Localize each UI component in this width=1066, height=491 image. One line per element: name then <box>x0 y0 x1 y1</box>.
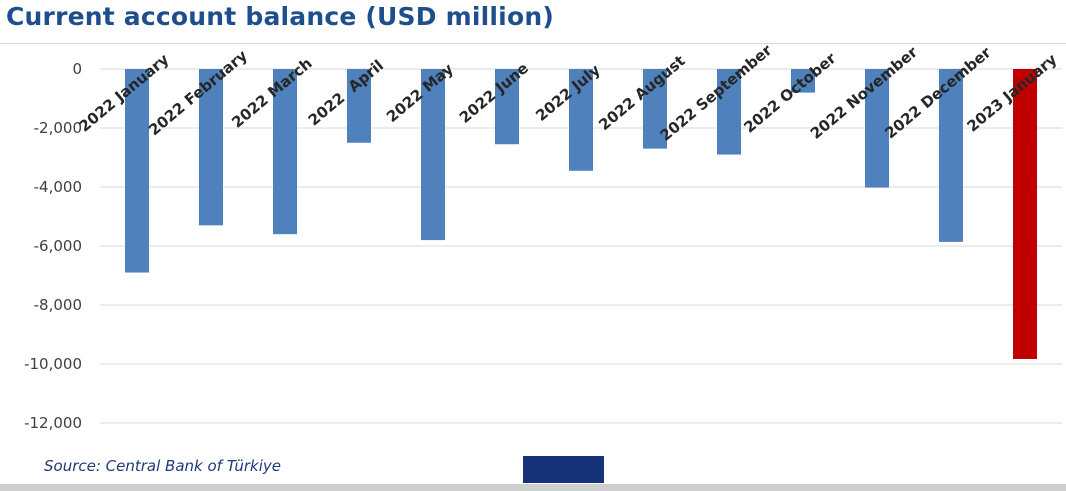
bar <box>273 69 297 235</box>
footer-bar <box>0 484 1066 491</box>
bar <box>643 69 667 149</box>
y-tick-label: 0 <box>72 60 82 78</box>
bar-chart: 0 -2,000 -4,000 -6,000 -8,000 -10,000 -12,000 2… <box>24 41 1062 432</box>
x-category-label: 2022 May <box>383 60 457 126</box>
y-tick-label: -4,000 <box>34 178 82 196</box>
bar <box>865 69 889 188</box>
footer-logo-block <box>523 456 604 483</box>
y-tick-label: -6,000 <box>34 237 82 255</box>
bar <box>125 69 149 273</box>
y-tick-label: -8,000 <box>34 296 82 314</box>
bar <box>569 69 593 171</box>
x-category-label: 2022 April <box>305 56 387 129</box>
y-tick-label: -2,000 <box>34 119 82 137</box>
y-tick-label: -10,000 <box>24 355 82 373</box>
source-note: Source: Central Bank of Türkiye <box>44 457 282 475</box>
bar <box>495 69 519 145</box>
bar <box>347 69 371 143</box>
title-divider <box>0 43 1066 44</box>
x-category-label: 2022 July <box>532 61 604 125</box>
bar <box>199 69 223 226</box>
bar <box>717 69 741 155</box>
bar <box>1013 69 1037 359</box>
y-tick-label: -12,000 <box>24 414 82 432</box>
bar <box>791 69 815 93</box>
bar <box>421 69 445 241</box>
chart-title: Current account balance (USD million) <box>6 2 554 31</box>
bar <box>939 69 963 242</box>
